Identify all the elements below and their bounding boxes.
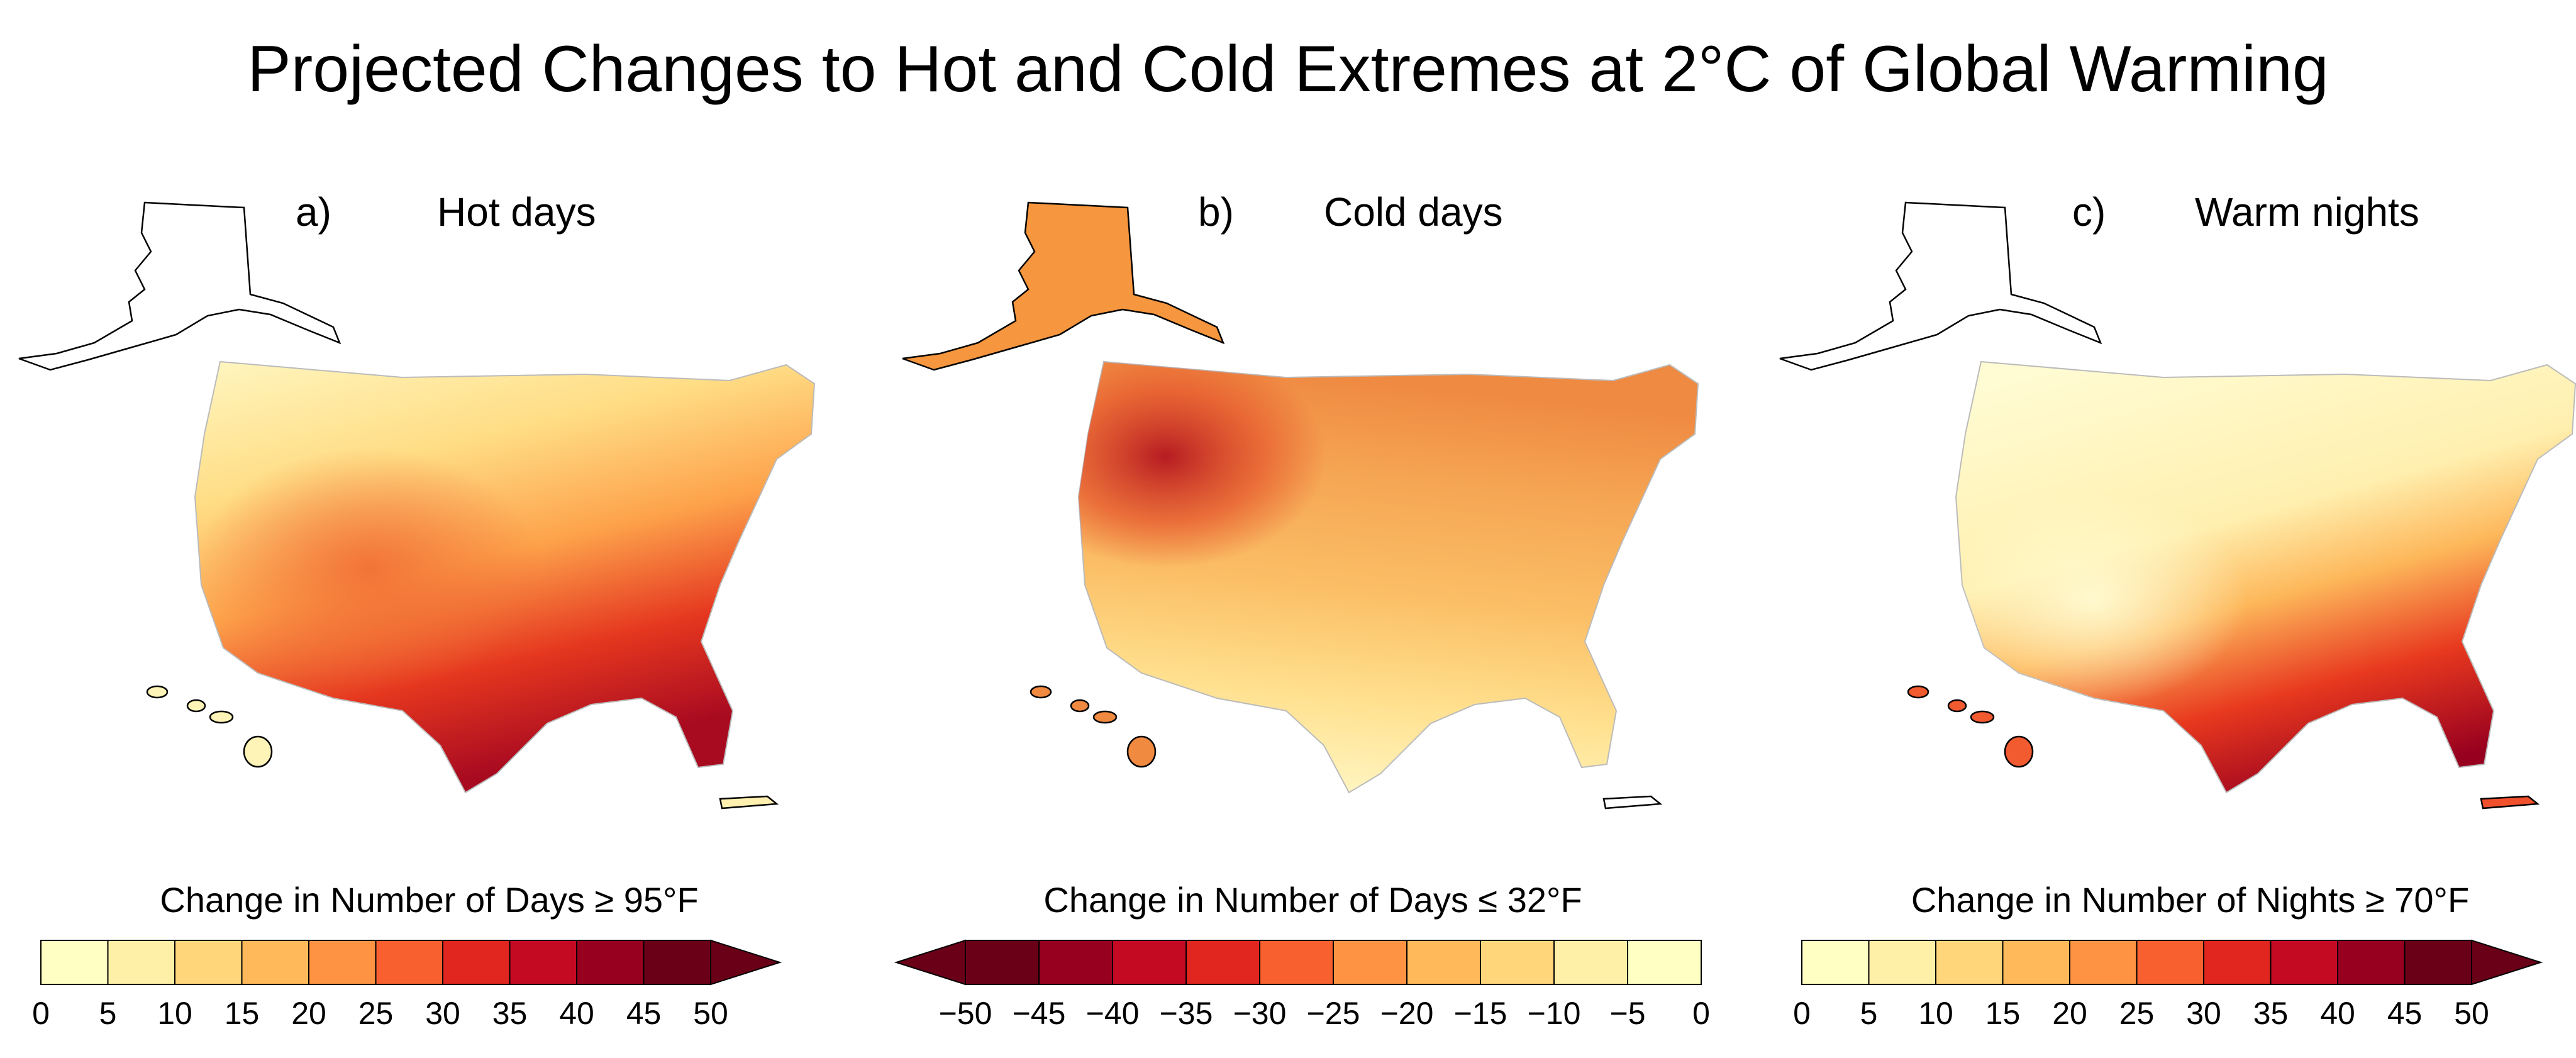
colorbar-tick-label: 5	[1860, 996, 1878, 1031]
colorbar-tick-label: 35	[492, 996, 528, 1031]
map-warm-nights	[1779, 201, 2576, 810]
colorbar-tick-label: −50	[938, 996, 992, 1031]
colorbar-tick-label: 25	[358, 996, 394, 1031]
colorbar-segment	[1627, 940, 1702, 985]
colorbar-segment	[1406, 940, 1481, 985]
panel-name: Cold days	[1324, 189, 1503, 235]
colorbar-segment	[2337, 940, 2406, 985]
colorbar-tick-label: −25	[1306, 996, 1360, 1031]
colorbar-segment	[1038, 940, 1113, 985]
colorbar-segment	[1185, 940, 1260, 985]
colorbar-cold-days	[894, 939, 1702, 986]
colorbar-tick-label: 0	[1793, 996, 1811, 1031]
colorbar-tick-label: 10	[157, 996, 192, 1031]
colorbar-segment	[2404, 940, 2472, 985]
colorbar-segment	[2069, 940, 2138, 985]
hawaii-islands	[146, 685, 273, 768]
colorbar-segment	[1868, 940, 1936, 985]
colorbar-segment	[2270, 940, 2338, 985]
colorbar-segment	[965, 940, 1040, 985]
colorbar-tick-label: 20	[2052, 996, 2087, 1031]
colorbar-segment	[107, 940, 175, 985]
map-hot-days	[18, 201, 816, 810]
colorbar-tick-label: −40	[1085, 996, 1140, 1031]
colorbar-segment	[174, 940, 243, 985]
colorbar-tick-label: 45	[2387, 996, 2423, 1031]
legend-title: Change in Number of Nights ≥ 70°F	[1911, 880, 2470, 920]
colorbar-tick-label: 40	[2320, 996, 2355, 1031]
colorbar-segment	[442, 940, 511, 985]
colorbar-tick-label: −20	[1380, 996, 1434, 1031]
colorbar-segment	[576, 940, 645, 985]
colorbar-tick-label: 5	[99, 996, 117, 1031]
colorbar-segment	[1333, 940, 1407, 985]
colorbar-segment	[375, 940, 443, 985]
colorbar-tick-label: −15	[1453, 996, 1507, 1031]
tick-labels: 0 5 10 15 20 25 30 35 40 45 50	[1761, 995, 2576, 1039]
figure-title: Projected Changes to Hot and Cold Extrem…	[247, 33, 2329, 106]
panel-hot-days: a) Hot days Change in Number of Days ≥ 9…	[0, 170, 858, 1058]
alaska-outline	[18, 201, 341, 371]
colorbar-extend-arrow	[894, 939, 966, 986]
colorbar-tick-label: 35	[2253, 996, 2289, 1031]
colorbar-segment	[2136, 940, 2204, 985]
colorbar-segment	[509, 940, 577, 985]
colorbar-warm-nights	[1801, 939, 2543, 986]
colorbar-tick-label: −5	[1609, 996, 1646, 1031]
legend-title: Change in Number of Days ≤ 32°F	[1043, 880, 1582, 920]
colorbar-hot-days	[40, 939, 782, 986]
colorbar-tick-label: −35	[1159, 996, 1213, 1031]
colorbar-tick-label: 15	[1985, 996, 2021, 1031]
colorbar-tick-label: −30	[1233, 996, 1287, 1031]
colorbar-tick-label: −10	[1527, 996, 1581, 1031]
colorbar-tick-label: 45	[626, 996, 662, 1031]
colorbar-segment	[1935, 940, 2004, 985]
colorbar-tick-label: 10	[1918, 996, 1953, 1031]
panel-warm-nights: c) Warm nights Change in Number of Night…	[1761, 170, 2576, 1058]
puerto-rico	[1602, 795, 1663, 810]
colorbar-extend-arrow	[2471, 939, 2543, 986]
legend-title: Change in Number of Days ≥ 95°F	[160, 880, 699, 920]
colorbar-segment	[2002, 940, 2070, 985]
colorbar-segment	[241, 940, 309, 985]
colorbar-segment	[308, 940, 377, 985]
panel-cold-days: b) Cold days Change in Number of Days ≤ …	[884, 170, 1742, 1058]
panel-letter: a)	[296, 189, 331, 235]
colorbar-extend-arrow	[710, 939, 782, 986]
colorbar-segment	[643, 940, 711, 985]
puerto-rico	[2480, 795, 2540, 810]
alaska-outline	[1779, 201, 2102, 371]
colorbar-segment	[1112, 940, 1187, 985]
colorbar-tick-label: −45	[1012, 996, 1066, 1031]
panel-name: Hot days	[437, 189, 596, 235]
colorbar-tick-label: 30	[425, 996, 460, 1031]
colorbar-segment	[40, 940, 109, 985]
colorbar-segment	[2203, 940, 2272, 985]
colorbar-tick-label: 20	[291, 996, 326, 1031]
alaska-shape	[902, 201, 1225, 371]
colorbar-tick-label: 40	[559, 996, 594, 1031]
map-cold-days	[902, 201, 1699, 810]
tick-labels: −50 −45 −40 −35 −30 −25 −20 −15 −10 −5 0	[884, 995, 1742, 1039]
panel-letter: c)	[2072, 189, 2106, 235]
panel-letter: b)	[1198, 189, 1234, 235]
colorbar-segment	[1801, 940, 1870, 985]
colorbar-tick-label: 50	[693, 996, 728, 1031]
colorbar-tick-label: 15	[224, 996, 260, 1031]
colorbar-segment	[1553, 940, 1628, 985]
colorbar-segment	[1480, 940, 1555, 985]
colorbar-segment	[1259, 940, 1334, 985]
puerto-rico	[719, 795, 779, 810]
colorbar-tick-label: 50	[2454, 996, 2489, 1031]
colorbar-tick-label: 30	[2186, 996, 2221, 1031]
panel-name: Warm nights	[2195, 189, 2419, 235]
hawaii-islands	[1907, 685, 2034, 768]
colorbar-tick-label: 0	[1692, 996, 1710, 1031]
hawaii-islands	[1030, 685, 1157, 768]
colorbar-tick-label: 0	[32, 996, 50, 1031]
tick-labels: 0 5 10 15 20 25 30 35 40 45 50	[0, 995, 858, 1039]
colorbar-tick-label: 25	[2119, 996, 2155, 1031]
